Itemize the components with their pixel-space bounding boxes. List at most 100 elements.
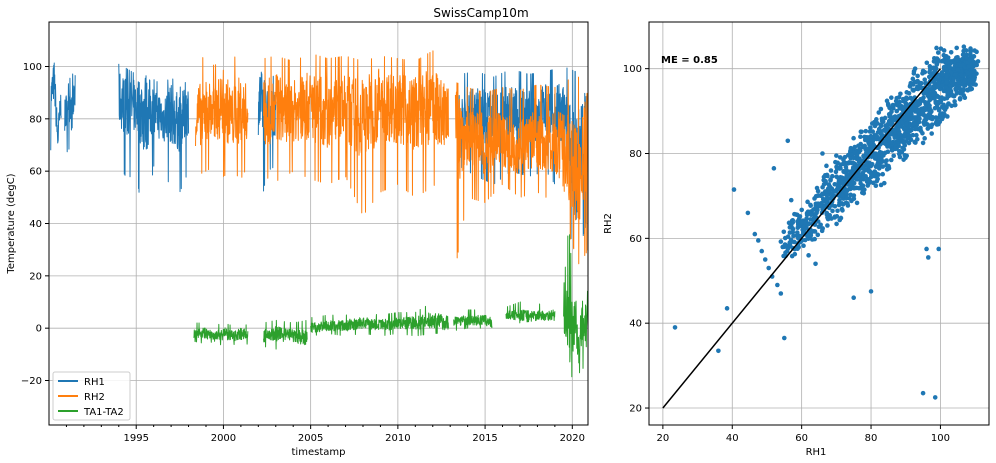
scatter-point [947, 65, 953, 70]
legend-box [52, 371, 131, 421]
scatter-point [868, 133, 874, 139]
scatter-point [865, 183, 871, 188]
scatter-outlier-point [936, 246, 941, 252]
scatter-point [908, 112, 914, 117]
scatter-point [849, 198, 854, 204]
scatter-point [924, 88, 930, 93]
scatter-point [897, 123, 903, 129]
scatter-point [931, 59, 937, 64]
right-x-tick-label: 100 [931, 433, 950, 444]
scatter-point [924, 100, 930, 106]
legend-label-rh1: RH1 [84, 377, 105, 388]
left-y-tick-label: 60 [29, 167, 42, 178]
series-line-rh2-seg-1 [263, 50, 449, 214]
scatter-point [920, 71, 925, 76]
scatter-point [940, 83, 945, 88]
left-x-tick-label: 1995 [123, 433, 148, 444]
scatter-point [840, 161, 846, 167]
series-line-rh1-seg-0 [50, 62, 62, 151]
right-y-axis-label: RH2 [603, 213, 614, 234]
scatter-point [922, 77, 928, 82]
scatter-point [934, 119, 939, 124]
scatter-point [943, 53, 949, 59]
scatter-point [866, 169, 872, 174]
scatter-point [937, 76, 942, 82]
scatter-point [939, 58, 945, 64]
scatter-point [903, 103, 908, 109]
scatter-point [894, 108, 900, 114]
scatter-point [967, 57, 973, 63]
scatter-point [825, 196, 831, 202]
scatter-point [825, 200, 830, 206]
scatter-point [815, 201, 821, 206]
scatter-point [956, 80, 962, 85]
scatter-point [945, 59, 951, 65]
series-line-ta1-ta2-seg-0 [193, 322, 249, 346]
left-chart-title: SwissCamp10m [433, 6, 528, 20]
left-y-axis-label: Temperature (degC) [6, 173, 17, 274]
scatter-point [936, 115, 941, 121]
scatter-point [878, 131, 884, 137]
scatter-point [799, 220, 805, 226]
scatter-point [847, 186, 852, 191]
scatter-point [948, 50, 954, 55]
scatter-point [890, 115, 896, 120]
right-scatter-points [672, 44, 981, 400]
scatter-point [836, 202, 842, 208]
scatter-point [945, 90, 950, 96]
scatter-point [908, 116, 914, 122]
scatter-point [863, 136, 869, 141]
scatter-point [856, 185, 862, 191]
scatter-point [913, 140, 918, 145]
scatter-point [924, 60, 930, 66]
series-line-rh2-seg-2 [454, 76, 589, 265]
scatter-outlier-point [820, 151, 825, 156]
scatter-point [922, 136, 927, 141]
scatter-point [965, 88, 971, 93]
scatter-outlier-point [745, 210, 751, 216]
scatter-point [837, 155, 843, 160]
scatter-point [791, 233, 796, 239]
scatter-point [936, 108, 942, 113]
scatter-point [922, 119, 927, 125]
scatter-outlier-point [868, 289, 874, 294]
scatter-point [781, 229, 787, 235]
right-x-axis-label: RH1 [806, 447, 827, 458]
scatter-point [855, 173, 860, 178]
scatter-point [933, 100, 939, 106]
scatter-point [858, 134, 863, 139]
scatter-point [874, 178, 880, 184]
scatter-point [797, 214, 803, 219]
scatter-point [806, 209, 812, 215]
scatter-point [955, 90, 960, 95]
scatter-outlier-point [813, 261, 818, 267]
left-x-tick-label: 2020 [560, 433, 585, 444]
scatter-outlier-point [724, 306, 730, 311]
scatter-point [878, 106, 884, 112]
scatter-point [949, 103, 954, 109]
identity-line [662, 68, 942, 409]
scatter-point [930, 114, 935, 120]
scatter-point [795, 219, 801, 224]
left-x-tick-label: 2015 [472, 433, 497, 444]
series-line-ta1-ta2-seg-5 [563, 234, 589, 378]
scatter-point [868, 174, 874, 180]
scatter-point [880, 164, 886, 169]
scatter-point [912, 79, 917, 85]
scatter-point [812, 229, 818, 234]
scatter-point [885, 135, 891, 141]
scatter-point [899, 139, 905, 144]
scatter-point [957, 96, 963, 102]
scatter-outlier-point [771, 166, 777, 171]
scatter-point [891, 153, 897, 159]
scatter-outlier-point [778, 291, 784, 296]
scatter-point [892, 135, 898, 140]
scatter-point [952, 72, 958, 77]
scatter-point [942, 105, 947, 111]
scatter-point [882, 140, 888, 146]
scatter-point [939, 116, 945, 122]
scatter-point [934, 45, 939, 51]
scatter-point [920, 110, 926, 116]
scatter-point [832, 181, 838, 187]
scatter-point [815, 232, 821, 238]
